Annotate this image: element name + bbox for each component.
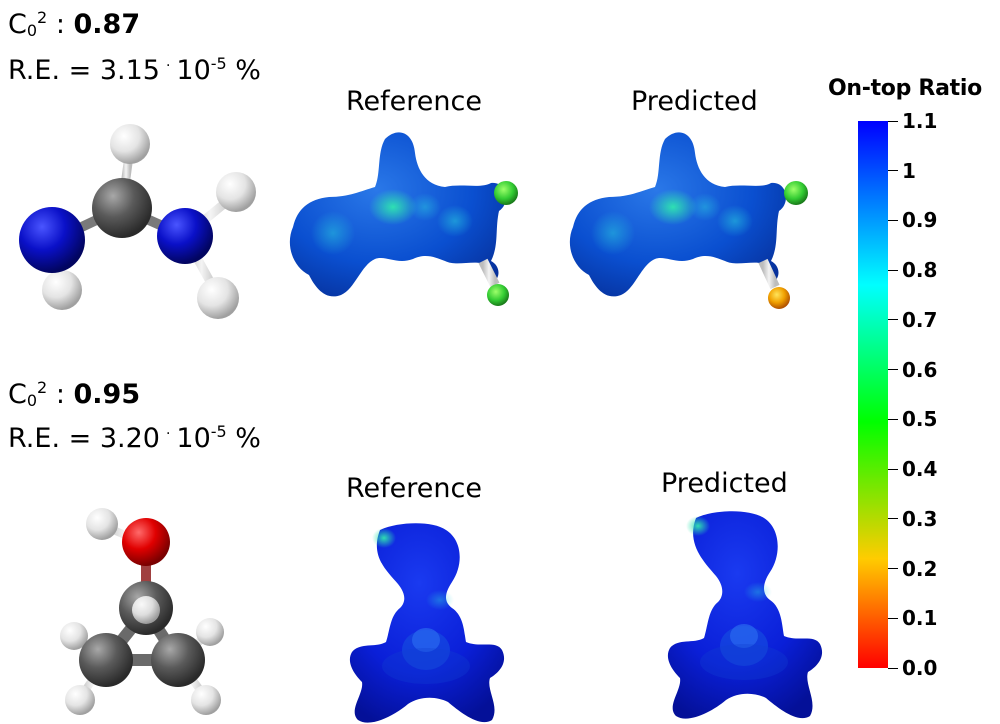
colorbar-tick-label: 0.8	[902, 258, 938, 283]
colorbar-tick-label: 0.1	[902, 606, 938, 631]
hydrogen-atom	[132, 596, 160, 624]
colorbar-tick-mark	[888, 617, 898, 619]
reference-surface-row1	[289, 132, 518, 306]
hydrogen-atom	[65, 685, 95, 715]
colorbar-tick-mark	[888, 369, 898, 371]
carbon-atom	[151, 633, 205, 687]
colorbar-tick-mark	[888, 667, 898, 669]
reference-label-row2: Reference	[346, 473, 482, 504]
colorbar-tick-label: 0.3	[902, 506, 938, 531]
hydrogen-atom	[216, 172, 256, 212]
colorbar-tick-label: 1	[902, 158, 916, 183]
hydrogen-atom	[86, 508, 118, 540]
predicted-label-row2: Predicted	[661, 468, 788, 499]
relative-error-row2: R.E. = 3.20 · 10-5 %	[8, 422, 261, 454]
colorbar-tick-label: 0.0	[902, 656, 938, 680]
colorbar-tick-label: 0.2	[902, 556, 938, 581]
predicted-surface-row2	[667, 511, 823, 719]
carbon-atom	[92, 178, 152, 238]
relative-error-row1: R.E. = 3.15 · 10-5 %	[8, 54, 261, 86]
carbon-atom	[79, 633, 133, 687]
colorbar-tick-mark	[888, 468, 898, 470]
molecule-ball-and-stick-row1	[19, 124, 256, 319]
c0-value-row1: 0.87	[73, 9, 141, 40]
reference-label-row1: Reference	[346, 86, 482, 117]
oxygen-atom	[122, 518, 170, 566]
colorbar-tick-mark	[888, 518, 898, 520]
predicted-label-row1: Predicted	[631, 86, 758, 117]
hydrogen-atom	[110, 124, 150, 164]
colorbar-tick-label: 0.7	[902, 307, 938, 332]
c0-score-row1: C02 : 0.87	[8, 8, 141, 40]
colorbar-title: On-top Ratio	[828, 76, 982, 101]
colorbar-tick-mark	[888, 418, 898, 420]
nitrogen-atom	[19, 207, 85, 273]
colorbar-tick-label: 0.4	[902, 457, 938, 482]
reference-surface-row2	[349, 523, 505, 723]
colorbar-tick-label: 1.1	[902, 109, 938, 133]
predicted-surface-row1	[569, 132, 808, 309]
nitrogen-atom	[157, 208, 213, 264]
colorbar-tick-label: 0.9	[902, 208, 938, 233]
hydrogen-atom	[196, 618, 224, 646]
colorbar-tick-mark	[888, 568, 898, 570]
hydrogen-atom	[191, 685, 221, 715]
c0-score-row2: C02 : 0.95	[8, 378, 141, 410]
c0-value-row2: 0.95	[73, 379, 141, 410]
colorbar-gradient	[858, 121, 888, 668]
colorbar-tick-label: 0.5	[902, 407, 938, 432]
colorbar-tick-mark	[888, 120, 898, 122]
colorbar-tick-mark	[888, 319, 898, 321]
molecule-ball-and-stick-row2	[60, 508, 224, 715]
colorbar-tick-mark	[888, 269, 898, 271]
hydrogen-atom	[197, 277, 239, 319]
colorbar-tick-label: 0.6	[902, 357, 938, 382]
hydrogen-atom	[60, 622, 88, 650]
hydrogen-atom	[42, 270, 82, 310]
colorbar-tick-mark	[888, 219, 898, 221]
colorbar-tick-mark	[888, 170, 898, 172]
